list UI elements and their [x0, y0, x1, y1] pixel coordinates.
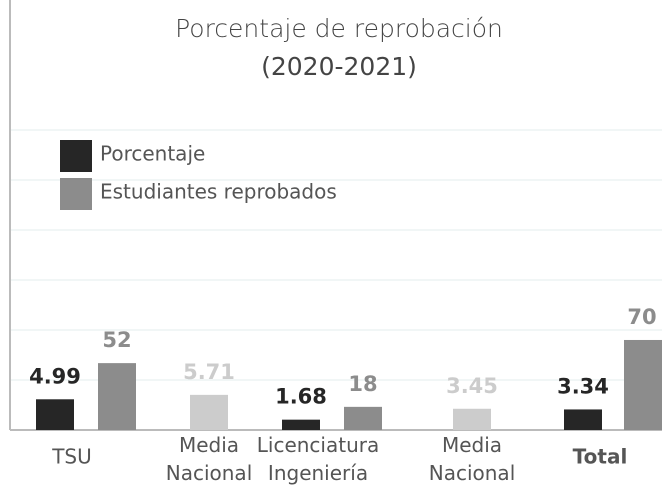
legend-swatch	[60, 140, 92, 172]
x-tick-label-line: Media	[442, 433, 502, 457]
bar	[190, 394, 228, 430]
chart-title: Porcentaje de reprobación	[175, 14, 503, 43]
x-tick-label-line: Nacional	[166, 461, 253, 485]
data-label: 5.71	[183, 360, 235, 384]
data-label: 1.68	[275, 385, 327, 409]
x-tick-label-line: Ingeniería	[268, 461, 368, 485]
bar	[453, 408, 491, 430]
data-label: 4.99	[29, 364, 81, 388]
x-tick-label: Total	[573, 445, 628, 469]
bar	[98, 363, 136, 430]
bar	[282, 419, 320, 430]
bar	[36, 399, 74, 430]
legend-label: Porcentaje	[100, 142, 205, 166]
data-label: 3.34	[557, 374, 609, 398]
data-label: 18	[348, 372, 377, 396]
bar	[624, 339, 662, 430]
x-tick-label: TSU	[51, 445, 92, 469]
bar	[344, 406, 382, 430]
chart-subtitle: (2020-2021)	[261, 52, 417, 81]
x-tick-label-line: Licenciatura	[257, 433, 379, 457]
data-label: 52	[102, 328, 131, 352]
x-tick-label-line: Media	[179, 433, 239, 457]
legend-label: Estudiantes reprobados	[100, 180, 337, 204]
data-label: 3.45	[446, 374, 498, 398]
x-tick-label-line: Nacional	[429, 461, 516, 485]
legend-swatch	[60, 178, 92, 210]
data-label: 70	[627, 305, 656, 329]
bar	[564, 409, 602, 430]
x-tick-label: Media Nacional	[429, 433, 516, 485]
x-tick-label: Media Nacional	[166, 433, 253, 485]
x-tick-label: Licenciatura Ingeniería	[257, 433, 379, 485]
